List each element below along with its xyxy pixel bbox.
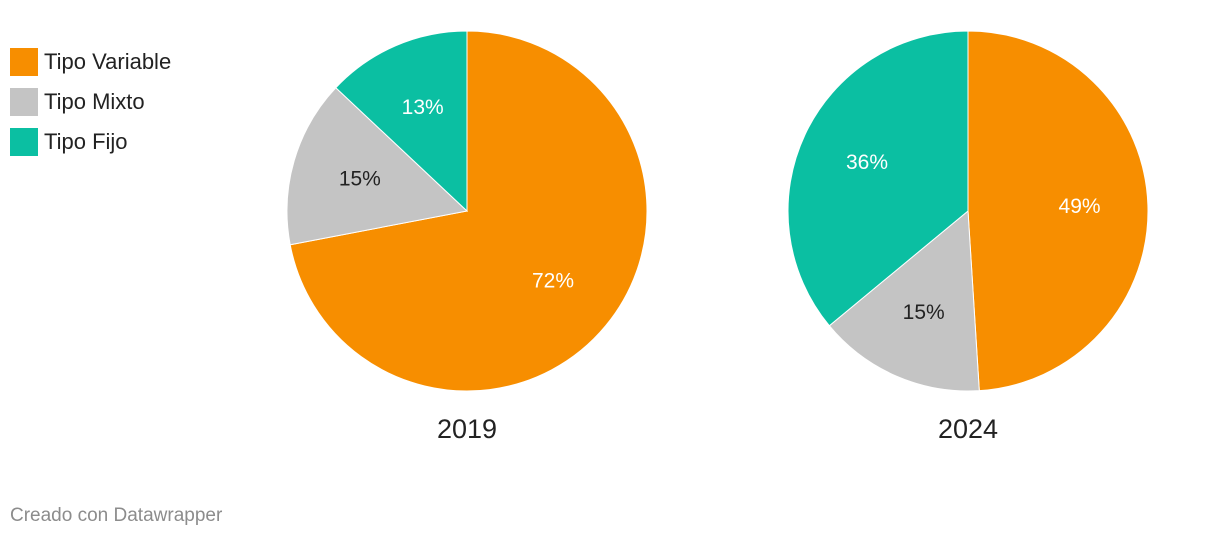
legend-item-tipo-fijo: Tipo Fijo <box>10 122 171 162</box>
legend-swatch-tipo-fijo <box>10 128 38 156</box>
legend-item-tipo-variable: Tipo Variable <box>10 42 171 82</box>
legend-label-tipo-fijo: Tipo Fijo <box>44 129 128 154</box>
footer-credit: Creado con Datawrapper <box>10 505 223 526</box>
pie-slice-2019-tipo-variable <box>289 30 648 392</box>
slice-label-2019-tipo-mixto: 15% <box>339 167 381 190</box>
pie-chart-2019: 72% 15% 13% <box>286 30 648 392</box>
slice-label-2019-tipo-fijo: 13% <box>402 96 444 119</box>
chart-legend: Tipo Variable Tipo Mixto Tipo Fijo <box>10 42 171 162</box>
legend-swatch-tipo-variable <box>10 48 38 76</box>
slice-label-2024-tipo-variable: 49% <box>1059 195 1101 218</box>
legend-label-tipo-mixto: Tipo Mixto <box>44 89 145 114</box>
pie-slice-2019-tipo-mixto <box>286 87 469 246</box>
slice-label-2019-tipo-variable: 72% <box>532 270 574 293</box>
pie-slice-2024-tipo-mixto <box>828 209 980 392</box>
pie-slice-2024-tipo-fijo <box>787 30 969 327</box>
pie-chart-2024: 49% 15% 36% <box>787 30 1149 392</box>
pie-slice-2019-tipo-fijo <box>335 30 468 213</box>
slice-label-2024-tipo-mixto: 15% <box>903 301 945 324</box>
pie-title-2024: 2024 <box>938 414 998 444</box>
legend-swatch-tipo-mixto <box>10 88 38 116</box>
legend-item-tipo-mixto: Tipo Mixto <box>10 82 171 122</box>
pie-slice-2024-tipo-variable <box>967 30 1149 392</box>
legend-label-tipo-variable: Tipo Variable <box>44 49 172 74</box>
slice-label-2024-tipo-fijo: 36% <box>846 151 888 174</box>
pie-title-2019: 2019 <box>437 414 497 444</box>
